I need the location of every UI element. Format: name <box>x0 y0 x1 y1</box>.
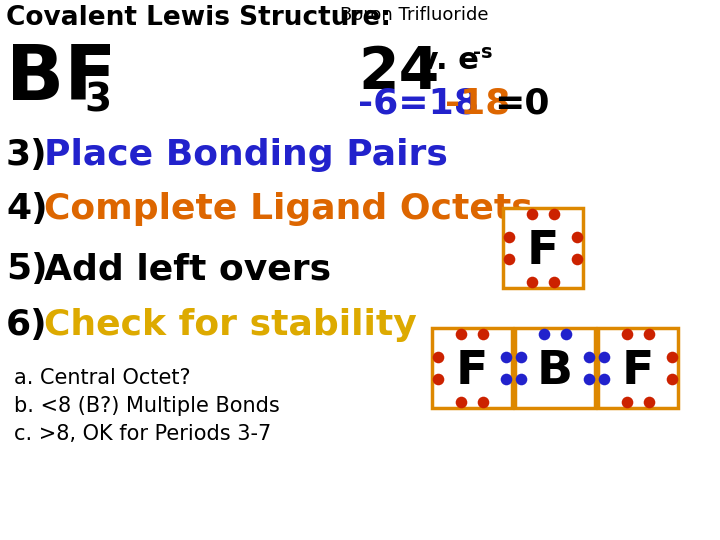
Text: F: F <box>527 228 559 273</box>
Point <box>621 330 633 339</box>
Text: Add left overs: Add left overs <box>44 252 331 286</box>
Bar <box>598 328 678 408</box>
Point <box>583 353 595 361</box>
Point <box>500 353 512 361</box>
Point <box>516 353 527 361</box>
Point <box>477 397 489 406</box>
Point <box>598 375 610 383</box>
Point <box>598 353 610 361</box>
Point <box>643 397 654 406</box>
Text: Complete Ligand Octets: Complete Ligand Octets <box>44 192 533 226</box>
Point <box>432 353 444 361</box>
Text: 6): 6) <box>6 308 48 342</box>
Bar <box>503 208 583 288</box>
Point <box>516 375 527 383</box>
Text: Boron Trifluoride: Boron Trifluoride <box>340 6 488 24</box>
Text: Covalent Lewis Structure:: Covalent Lewis Structure: <box>6 5 391 31</box>
Text: 5): 5) <box>6 252 48 286</box>
Point <box>643 330 654 339</box>
Text: -s: -s <box>473 43 492 62</box>
Text: F: F <box>622 348 654 394</box>
Text: v. e: v. e <box>408 46 479 75</box>
Point <box>526 278 538 286</box>
Point <box>548 210 559 218</box>
Point <box>500 375 512 383</box>
Point <box>503 255 515 264</box>
Text: 4): 4) <box>6 192 48 226</box>
Point <box>432 375 444 383</box>
Point <box>477 330 489 339</box>
Point <box>548 278 559 286</box>
Point <box>455 397 467 406</box>
Text: -18: -18 <box>445 86 510 120</box>
Bar <box>432 328 512 408</box>
Text: Check for stability: Check for stability <box>44 308 417 342</box>
Point <box>539 330 550 339</box>
Text: c. >8, OK for Periods 3-7: c. >8, OK for Periods 3-7 <box>14 424 271 444</box>
Point <box>666 375 678 383</box>
Text: 24: 24 <box>358 44 439 101</box>
Text: F: F <box>456 348 488 394</box>
Point <box>560 330 572 339</box>
Text: Place Bonding Pairs: Place Bonding Pairs <box>44 138 448 172</box>
Text: 3: 3 <box>84 82 111 120</box>
Point <box>571 255 582 264</box>
Text: B: B <box>537 348 573 394</box>
Point <box>571 233 582 241</box>
Text: BF: BF <box>6 42 117 116</box>
Point <box>621 397 633 406</box>
Point <box>503 233 515 241</box>
Text: a. Central Octet?: a. Central Octet? <box>14 368 191 388</box>
Text: =0: =0 <box>494 86 549 120</box>
Point <box>666 353 678 361</box>
Point <box>455 330 467 339</box>
Point <box>583 375 595 383</box>
Text: -6=18: -6=18 <box>358 86 479 120</box>
Point <box>526 210 538 218</box>
Text: b. <8 (B?) Multiple Bonds: b. <8 (B?) Multiple Bonds <box>14 396 280 416</box>
Bar <box>515 328 595 408</box>
Text: 3): 3) <box>6 138 48 172</box>
